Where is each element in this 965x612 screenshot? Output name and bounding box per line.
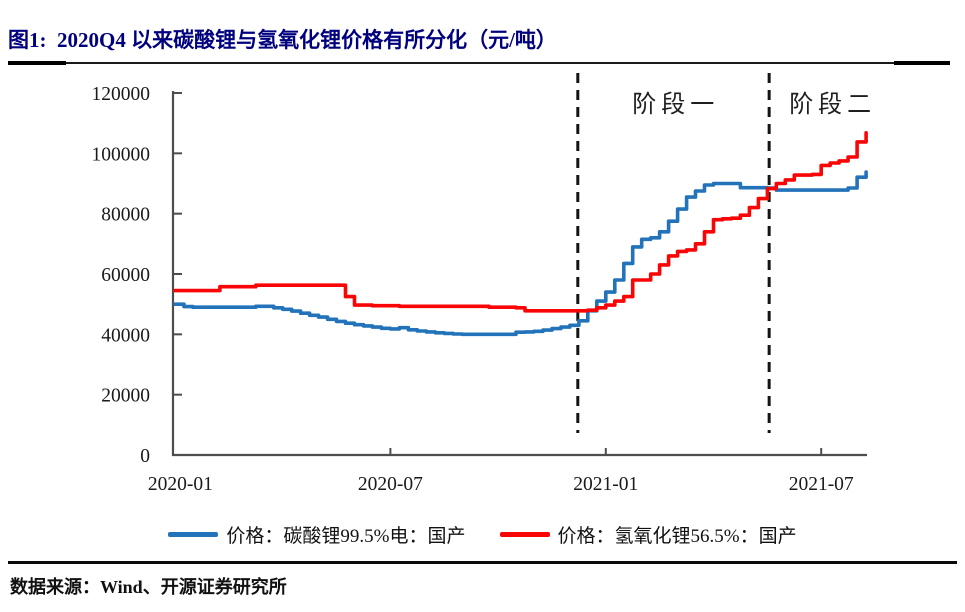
phase-annotation: 阶段二 bbox=[789, 91, 876, 118]
y-axis-tick-label: 80000 bbox=[101, 205, 150, 226]
y-axis-tick-label: 20000 bbox=[101, 386, 150, 407]
chart-legend: 价格：碳酸锂99.5%电：国产 价格：氢氧化锂56.5%：国产 bbox=[0, 521, 965, 548]
x-axis-tick-label: 2020-01 bbox=[148, 474, 213, 495]
x-axis-tick-label: 2021-01 bbox=[573, 474, 638, 495]
x-axis-tick-label: 2021-07 bbox=[789, 474, 854, 495]
y-axis-tick-label: 100000 bbox=[92, 144, 151, 165]
y-axis-tick-label: 0 bbox=[140, 446, 150, 467]
legend-item-lithium-hydroxide: 价格：氢氧化锂56.5%：国产 bbox=[499, 521, 797, 548]
y-axis-tick-label: 60000 bbox=[101, 265, 150, 286]
phase-annotation: 阶段一 bbox=[632, 91, 719, 118]
legend-item-lithium-carbonate: 价格：碳酸锂99.5%电：国产 bbox=[168, 521, 466, 548]
legend-label-lithium-carbonate: 价格：碳酸锂99.5%电：国产 bbox=[226, 526, 466, 547]
series-line-lithium-hydroxide bbox=[173, 131, 868, 313]
data-source-note: 数据来源：Wind、开源证券研究所 bbox=[10, 577, 287, 597]
series-line-lithium-carbonate bbox=[173, 170, 868, 337]
y-axis-tick-label: 120000 bbox=[92, 84, 151, 105]
chart-axes bbox=[171, 91, 867, 457]
figure-title: 图1: 2020Q4 以来碳酸锂与氢氧化锂价格有所分化（元/吨） bbox=[8, 28, 557, 52]
legend-label-lithium-hydroxide: 价格：氢氧化锂56.5%：国产 bbox=[557, 526, 797, 547]
title-divider bbox=[8, 61, 950, 65]
y-axis-tick-label: 40000 bbox=[101, 325, 150, 346]
title-divider-thick-left bbox=[8, 61, 66, 65]
title-divider-thick-right bbox=[894, 61, 950, 65]
footer-divider bbox=[8, 561, 957, 564]
legend-swatch-blue-line bbox=[168, 532, 219, 537]
x-axis-tick-label: 2020-07 bbox=[358, 474, 423, 495]
legend-swatch-red-line bbox=[499, 532, 550, 537]
